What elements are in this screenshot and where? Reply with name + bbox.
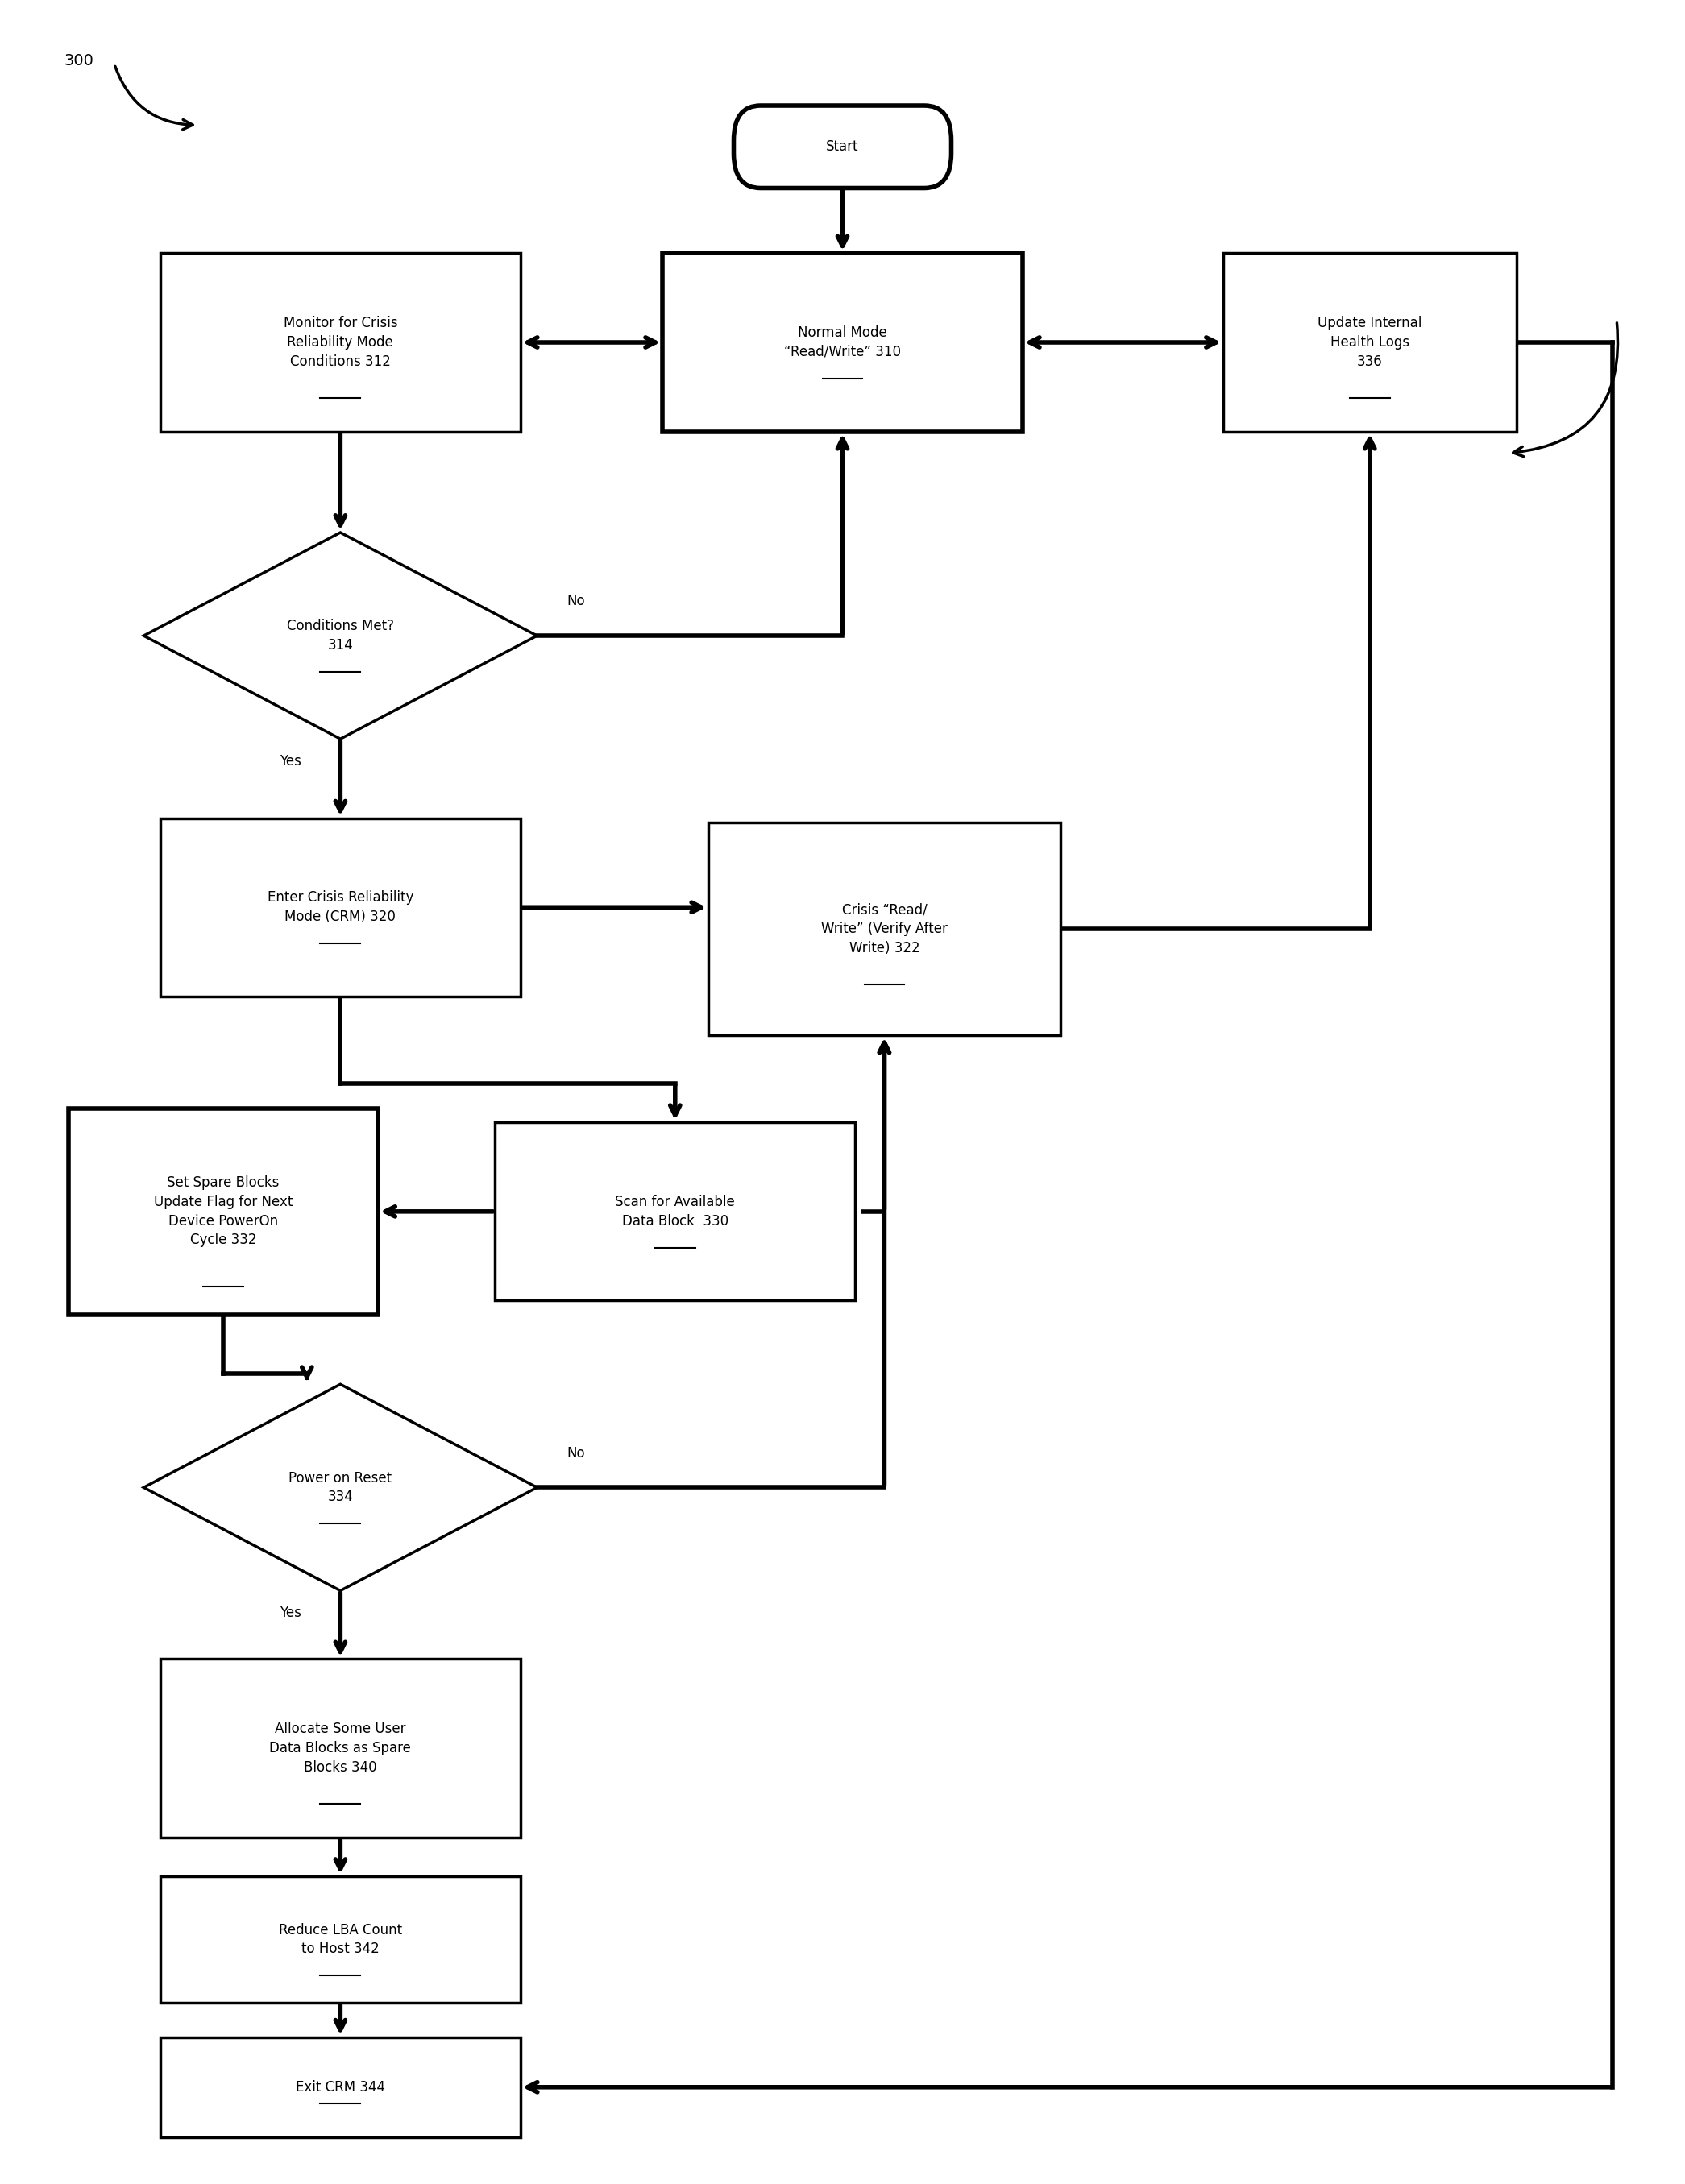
Bar — [495, 1123, 854, 1302]
Text: Yes: Yes — [280, 1605, 302, 1621]
Text: No: No — [568, 594, 585, 609]
Bar — [69, 1107, 377, 1315]
Bar — [709, 823, 1060, 1035]
Text: Reduce LBA Count
to Host 342: Reduce LBA Count to Host 342 — [278, 1922, 403, 1957]
Text: Crisis “Read/
Write” (Verify After
Write) 322: Crisis “Read/ Write” (Verify After Write… — [821, 902, 947, 954]
FancyBboxPatch shape — [733, 105, 952, 188]
Text: Start: Start — [826, 140, 859, 155]
Bar — [160, 2038, 521, 2138]
Bar — [160, 253, 521, 432]
Text: 300: 300 — [64, 52, 94, 68]
Text: Enter Crisis Reliability
Mode (CRM) 320: Enter Crisis Reliability Mode (CRM) 320 — [268, 891, 413, 924]
Text: Allocate Some User
Data Blocks as Spare
Blocks 340: Allocate Some User Data Blocks as Spare … — [270, 1721, 411, 1773]
Bar — [160, 819, 521, 996]
Text: Yes: Yes — [280, 753, 302, 769]
Text: Set Spare Blocks
Update Flag for Next
Device PowerOn
Cycle 332: Set Spare Blocks Update Flag for Next De… — [153, 1175, 293, 1247]
Text: Update Internal
Health Logs
336: Update Internal Health Logs 336 — [1318, 317, 1422, 369]
Text: Monitor for Crisis
Reliability Mode
Conditions 312: Monitor for Crisis Reliability Mode Cond… — [283, 317, 398, 369]
Bar — [160, 1660, 521, 1837]
Text: Scan for Available
Data Block  330: Scan for Available Data Block 330 — [615, 1195, 735, 1227]
Text: Power on Reset
334: Power on Reset 334 — [288, 1470, 393, 1505]
Text: Conditions Met?
314: Conditions Met? 314 — [286, 618, 394, 653]
Text: Normal Mode
“Read/Write” 310: Normal Mode “Read/Write” 310 — [784, 325, 901, 358]
Bar — [160, 1876, 521, 2003]
Text: No: No — [568, 1446, 585, 1461]
Text: Exit CRM 344: Exit CRM 344 — [295, 2079, 386, 2094]
Polygon shape — [143, 1385, 538, 1590]
Bar — [1223, 253, 1516, 432]
Polygon shape — [143, 533, 538, 738]
Bar — [662, 253, 1023, 432]
